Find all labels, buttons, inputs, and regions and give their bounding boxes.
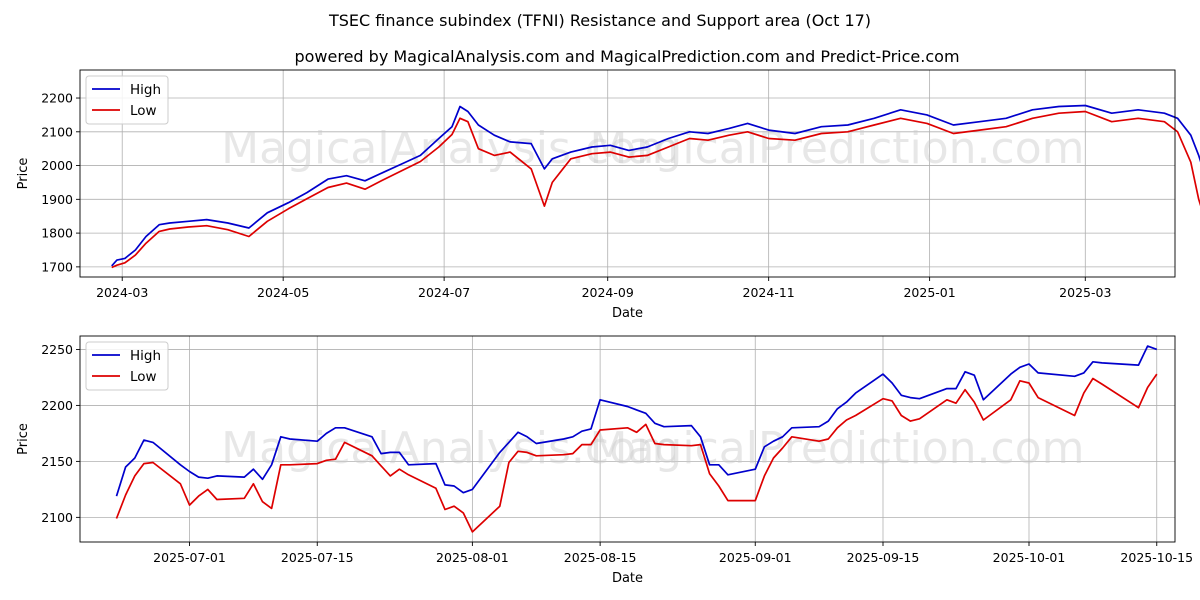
- axes-frame: [79, 69, 1176, 278]
- x-tick-label: 2025-09-15: [847, 550, 920, 565]
- y-tick-label: 2100: [41, 124, 73, 139]
- y-tick-label: 1800: [41, 226, 73, 241]
- y-tick-label: 2100: [41, 510, 73, 525]
- legend-box: [85, 341, 169, 391]
- x-tick-label: 2025-10-01: [993, 550, 1066, 565]
- x-tick-label: 2024-05: [257, 285, 309, 300]
- legend-label-high: High: [130, 348, 161, 364]
- y-tick-label: 2200: [41, 91, 73, 106]
- y-tick-label: 1900: [41, 192, 73, 207]
- x-tick-label: 2024-11: [743, 285, 795, 300]
- x-tick-label: 2025-03: [1059, 285, 1111, 300]
- x-tick-label: 2025-10-15: [1120, 550, 1193, 565]
- x-tick-label: 2024-03: [96, 285, 148, 300]
- axes-frame: [79, 335, 1176, 543]
- y-axis-label: Price: [16, 423, 31, 455]
- y-tick-label: 2000: [41, 158, 73, 173]
- watermark: MagicalAnalysis.com: [221, 123, 679, 174]
- chart-title: TSEC finance subindex (TFNI) Resistance …: [328, 11, 871, 30]
- chart-subtitle: powered by MagicalAnalysis.com and Magic…: [294, 47, 959, 66]
- y-axis-label: Price: [16, 158, 31, 190]
- y-tick-label: 2150: [41, 454, 73, 469]
- bottom-panel: MagicalAnalysis.comMagicalPrediction.com…: [16, 335, 1193, 586]
- watermark: MagicalAnalysis.com: [221, 423, 679, 474]
- legend-label-high: High: [130, 82, 161, 98]
- x-tick-label: 2024-07: [418, 285, 470, 300]
- x-axis-label: Date: [612, 306, 643, 321]
- series-line-high: [111, 104, 1200, 267]
- y-tick-label: 2250: [41, 342, 73, 357]
- x-tick-label: 2025-01: [903, 285, 955, 300]
- x-tick-label: 2025-08-01: [436, 550, 509, 565]
- x-tick-label: 2024-09: [582, 285, 634, 300]
- x-axis-label: Date: [612, 571, 643, 586]
- top-panel: MagicalAnalysis.comMagicalPrediction.com…: [16, 69, 1200, 321]
- series-line-high: [115, 345, 1158, 497]
- x-tick-label: 2025-09-01: [719, 550, 792, 565]
- x-tick-label: 2025-07-15: [281, 550, 354, 565]
- y-tick-label: 2200: [41, 398, 73, 413]
- watermark: MagicalPrediction.com: [590, 423, 1085, 474]
- series-line-low: [115, 373, 1158, 533]
- legend-box: [85, 75, 169, 125]
- legend-label-low: Low: [130, 369, 157, 385]
- x-tick-label: 2025-08-15: [564, 550, 637, 565]
- legend-label-low: Low: [130, 103, 157, 119]
- y-tick-label: 1700: [41, 259, 73, 274]
- watermark: MagicalPrediction.com: [590, 123, 1085, 174]
- x-tick-label: 2025-07-01: [153, 550, 226, 565]
- series-line-low: [111, 110, 1200, 269]
